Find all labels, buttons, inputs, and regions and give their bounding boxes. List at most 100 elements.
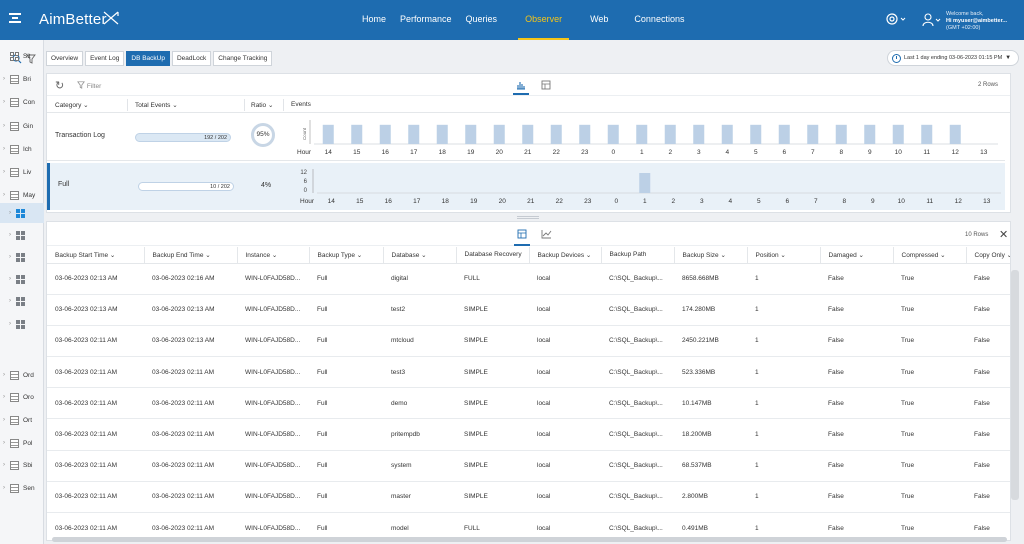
col-ratio[interactable]: Ratio ⌄ xyxy=(251,102,274,109)
sidebar-item[interactable]: › xyxy=(0,269,44,289)
nav-connections[interactable]: Connections xyxy=(634,14,685,24)
sidebar-item[interactable]: › xyxy=(0,225,44,245)
column-header[interactable]: Database ⌄ xyxy=(383,247,457,264)
sidebar-item[interactable]: › May xyxy=(0,185,44,205)
sidebar-item[interactable]: › Pol xyxy=(0,433,44,453)
chevron-right-icon[interactable]: › xyxy=(9,210,11,216)
bar-chart-view-icon[interactable] xyxy=(516,80,526,90)
column-header[interactable]: Backup Size ⌄ xyxy=(674,247,748,264)
chevron-right-icon[interactable]: › xyxy=(3,99,5,105)
chart-bar[interactable] xyxy=(522,124,534,144)
nav-web[interactable]: Web xyxy=(590,14,609,24)
col-total-events[interactable]: Total Events ⌄ xyxy=(135,102,178,109)
table-row[interactable]: 03-06-2023 02:11 AM 03-06-2023 02:11 AM WI… xyxy=(47,481,1010,514)
chevron-right-icon[interactable]: › xyxy=(3,394,5,400)
sidebar-item[interactable]: › Sen xyxy=(0,478,44,498)
filter-button[interactable]: Filter xyxy=(77,81,101,90)
chart-bar[interactable] xyxy=(921,124,933,144)
column-header[interactable]: Instance ⌄ xyxy=(237,247,310,264)
chevron-right-icon[interactable]: › xyxy=(9,298,11,304)
chart-bar[interactable] xyxy=(664,124,676,144)
column-header[interactable]: Backup Start Time ⌄ xyxy=(47,247,145,264)
nav-queries[interactable]: Queries xyxy=(465,14,498,24)
table-row[interactable]: 03-06-2023 02:13 AM 03-06-2023 02:16 AM WI… xyxy=(47,263,1010,295)
chart-bar[interactable] xyxy=(636,124,648,144)
panel-resize-handle[interactable] xyxy=(517,216,539,219)
chart-bar[interactable] xyxy=(379,124,391,144)
chart-bar[interactable] xyxy=(639,173,651,193)
sidebar-item[interactable]: › Oro xyxy=(0,387,44,407)
sidebar-item[interactable]: › xyxy=(0,314,44,334)
chart-bar[interactable] xyxy=(607,124,619,144)
summary-row[interactable]: Full 10 / 202 4% 12 6 0 Hour 14 15 16 17 18 19 20 2… xyxy=(47,163,1005,210)
chart-bar[interactable] xyxy=(351,124,363,144)
sidebar-item[interactable]: › Ort xyxy=(0,410,44,430)
table-row[interactable]: 03-06-2023 02:11 AM 03-06-2023 02:13 AM WI… xyxy=(47,325,1010,358)
table-row[interactable]: 03-06-2023 02:13 AM 03-06-2023 02:13 AM WI… xyxy=(47,294,1010,326)
column-header[interactable]: Damaged ⌄ xyxy=(820,247,894,264)
user-icon[interactable] xyxy=(922,13,942,27)
line-chart-view-icon[interactable] xyxy=(541,229,552,239)
close-icon[interactable]: ✕ xyxy=(999,229,1009,241)
sidebar-item[interactable]: › xyxy=(0,203,44,223)
sidebar-item[interactable]: › Con xyxy=(0,92,44,112)
col-category[interactable]: Category ⌄ xyxy=(55,102,89,109)
chart-bar[interactable] xyxy=(493,124,505,144)
chevron-right-icon[interactable]: › xyxy=(3,146,5,152)
column-header[interactable]: Copy Only ⌄ xyxy=(966,247,1010,264)
chart-bar[interactable] xyxy=(408,124,420,144)
chevron-right-icon[interactable]: › xyxy=(9,254,11,260)
chart-bar[interactable] xyxy=(864,124,876,144)
table-view-icon[interactable] xyxy=(517,229,527,239)
filter-icon[interactable] xyxy=(26,54,36,64)
column-header[interactable]: Backup Type ⌄ xyxy=(309,247,384,264)
nav-observer[interactable]: Observer xyxy=(518,0,570,40)
column-header[interactable]: Compressed ⌄ xyxy=(893,247,967,264)
sidebar-item[interactable]: › Ich xyxy=(0,139,44,159)
sidebar-item[interactable]: › Bri xyxy=(0,69,44,89)
column-header[interactable]: Backup Path xyxy=(601,247,675,264)
chevron-right-icon[interactable]: › xyxy=(3,123,5,129)
chevron-right-icon[interactable]: › xyxy=(9,232,11,238)
column-header[interactable]: Backup Devices ⌄ xyxy=(529,247,602,264)
chevron-right-icon[interactable]: › xyxy=(3,372,5,378)
menu-toggle-icon[interactable] xyxy=(9,13,21,25)
refresh-icon[interactable]: ↻ xyxy=(55,80,65,92)
chevron-right-icon[interactable]: › xyxy=(9,276,11,282)
tab-db-backup[interactable]: DB BackUp xyxy=(126,51,170,66)
table-row[interactable]: 03-06-2023 02:11 AM 03-06-2023 02:11 AM WI… xyxy=(47,356,1010,389)
chart-bar[interactable] xyxy=(693,124,705,144)
chart-bar[interactable] xyxy=(807,124,819,144)
chevron-right-icon[interactable]: › xyxy=(3,440,5,446)
table-row[interactable]: 03-06-2023 02:11 AM 03-06-2023 02:11 AM WI… xyxy=(47,450,1010,482)
sidebar-item[interactable]: › Sbi xyxy=(0,455,44,475)
time-range-selector[interactable]: Last 1 day ending 03-06-2023 01:15 PM ▼ xyxy=(887,50,1019,66)
chart-bar[interactable] xyxy=(550,124,562,144)
nav-performance[interactable]: Performance xyxy=(400,14,452,24)
tab-change-tracking[interactable]: Change Tracking xyxy=(213,51,273,66)
table-row[interactable]: 03-06-2023 02:11 AM 03-06-2023 02:11 AM WI… xyxy=(47,387,1010,420)
tab-overview[interactable]: Overview xyxy=(46,51,84,66)
summary-row[interactable]: Transaction Log 192 / 202 95% Count Hour 1… xyxy=(47,114,1005,161)
sidebar-item[interactable]: › Gin xyxy=(0,116,44,136)
chevron-right-icon[interactable]: › xyxy=(3,169,5,175)
sidebar-item[interactable]: Sit xyxy=(0,46,44,66)
sidebar-item[interactable]: › xyxy=(0,247,44,267)
tab-deadlock[interactable]: DeadLock xyxy=(171,51,212,66)
sidebar-item[interactable]: › Ord xyxy=(0,365,44,385)
chart-bar[interactable] xyxy=(949,124,961,144)
chevron-right-icon[interactable]: › xyxy=(9,321,11,327)
chart-bar[interactable] xyxy=(436,124,448,144)
chevron-right-icon[interactable]: › xyxy=(3,192,5,198)
chart-bar[interactable] xyxy=(750,124,762,144)
chart-bar[interactable] xyxy=(465,124,477,144)
table-view-icon[interactable] xyxy=(541,80,551,90)
column-header[interactable]: Database Recovery xyxy=(456,247,530,264)
horizontal-scrollbar[interactable] xyxy=(52,537,1007,542)
chart-bar[interactable] xyxy=(892,124,904,144)
table-row[interactable]: 03-06-2023 02:11 AM 03-06-2023 02:11 AM WI… xyxy=(47,418,1010,451)
chart-bar[interactable] xyxy=(835,124,847,144)
column-header[interactable]: Position ⌄ xyxy=(747,247,821,264)
column-header[interactable]: Backup End Time ⌄ xyxy=(144,247,238,264)
tab-event-log[interactable]: Event Log xyxy=(85,51,125,66)
